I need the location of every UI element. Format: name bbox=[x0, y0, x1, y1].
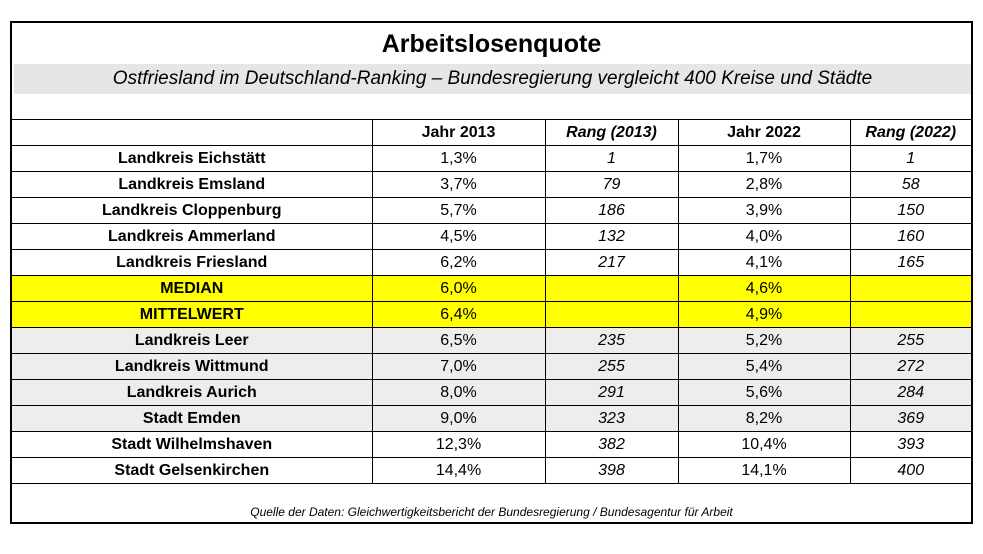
cell-rank-2013: 79 bbox=[544, 171, 679, 198]
cell-rank-2013: 217 bbox=[544, 249, 679, 276]
table-row: Landkreis Eichstätt 1,3% 1 1,7% 1 bbox=[12, 145, 971, 172]
header-rang-2022: Rang (2022) bbox=[849, 119, 971, 146]
data-table: Jahr 2013 Rang (2013) Jahr 2022 Rang (20… bbox=[12, 119, 971, 484]
table-row: Landkreis Emsland 3,7% 79 2,8% 58 bbox=[12, 171, 971, 198]
table-header-row: Jahr 2013 Rang (2013) Jahr 2022 Rang (20… bbox=[12, 119, 971, 146]
cell-quote-2013: 5,7% bbox=[371, 197, 546, 224]
cell-name: Landkreis Friesland bbox=[12, 249, 373, 276]
cell-quote-2013: 6,4% bbox=[371, 301, 546, 328]
cell-rank-2022 bbox=[849, 301, 971, 328]
table-row: Landkreis Cloppenburg 5,7% 186 3,9% 150 bbox=[12, 197, 971, 224]
table-row: MITTELWERT 6,4% 4,9% bbox=[12, 301, 971, 328]
cell-rank-2022 bbox=[849, 275, 971, 302]
header-jahr-2013: Jahr 2013 bbox=[371, 119, 546, 146]
cell-quote-2022: 4,1% bbox=[677, 249, 851, 276]
cell-quote-2013: 7,0% bbox=[371, 353, 546, 380]
page-title: Arbeitslosenquote bbox=[381, 30, 602, 58]
cell-rank-2013: 291 bbox=[544, 379, 679, 406]
header-name bbox=[12, 119, 373, 146]
cell-rank-2013: 323 bbox=[544, 405, 679, 432]
cell-quote-2013: 6,2% bbox=[371, 249, 546, 276]
cell-name: Landkreis Emsland bbox=[12, 171, 373, 198]
cell-quote-2022: 5,2% bbox=[677, 327, 851, 354]
cell-rank-2022: 165 bbox=[849, 249, 971, 276]
table-row: Stadt Emden 9,0% 323 8,2% 369 bbox=[12, 405, 971, 432]
table-row: MEDIAN 6,0% 4,6% bbox=[12, 275, 971, 302]
cell-name: Landkreis Aurich bbox=[12, 379, 373, 406]
table-row: Landkreis Ammerland 4,5% 132 4,0% 160 bbox=[12, 223, 971, 250]
cell-rank-2013: 235 bbox=[544, 327, 679, 354]
cell-quote-2022: 4,6% bbox=[677, 275, 851, 302]
table-row: Stadt Gelsenkirchen 14,4% 398 14,1% 400 bbox=[12, 457, 971, 484]
cell-quote-2013: 14,4% bbox=[371, 457, 546, 484]
cell-quote-2022: 4,0% bbox=[677, 223, 851, 250]
cell-name: Stadt Wilhelmshaven bbox=[12, 431, 373, 458]
cell-name: Stadt Emden bbox=[12, 405, 373, 432]
cell-quote-2022: 14,1% bbox=[677, 457, 851, 484]
cell-quote-2013: 6,0% bbox=[371, 275, 546, 302]
cell-rank-2022: 58 bbox=[849, 171, 971, 198]
cell-quote-2022: 2,8% bbox=[677, 171, 851, 198]
cell-quote-2022: 5,4% bbox=[677, 353, 851, 380]
cell-quote-2013: 3,7% bbox=[371, 171, 546, 198]
cell-quote-2022: 10,4% bbox=[677, 431, 851, 458]
cell-quote-2022: 5,6% bbox=[677, 379, 851, 406]
cell-name: Stadt Gelsenkirchen bbox=[12, 457, 373, 484]
cell-rank-2013 bbox=[544, 275, 679, 302]
page-subtitle: Ostfriesland im Deutschland-Ranking – Bu… bbox=[14, 64, 971, 94]
cell-rank-2013: 132 bbox=[544, 223, 679, 250]
cell-name: Landkreis Wittmund bbox=[12, 353, 373, 380]
cell-quote-2013: 9,0% bbox=[371, 405, 546, 432]
cell-quote-2013: 4,5% bbox=[371, 223, 546, 250]
cell-rank-2022: 393 bbox=[849, 431, 971, 458]
table-row: Landkreis Aurich 8,0% 291 5,6% 284 bbox=[12, 379, 971, 406]
cell-rank-2013: 1 bbox=[544, 145, 679, 172]
cell-quote-2013: 1,3% bbox=[371, 145, 546, 172]
cell-rank-2022: 369 bbox=[849, 405, 971, 432]
cell-rank-2022: 160 bbox=[849, 223, 971, 250]
header-jahr-2022: Jahr 2022 bbox=[677, 119, 851, 146]
table-row: Landkreis Leer 6,5% 235 5,2% 255 bbox=[12, 327, 971, 354]
cell-name: Landkreis Eichstätt bbox=[12, 145, 373, 172]
table-body: Landkreis Eichstätt 1,3% 1 1,7% 1 Landkreis E… bbox=[12, 145, 971, 484]
cell-rank-2022: 272 bbox=[849, 353, 971, 380]
cell-rank-2022: 150 bbox=[849, 197, 971, 224]
cell-name: Landkreis Cloppenburg bbox=[12, 197, 373, 224]
source-note: Quelle der Daten: Gleichwertigkeitsberic… bbox=[250, 505, 733, 519]
cell-rank-2022: 284 bbox=[849, 379, 971, 406]
cell-name: MEDIAN bbox=[12, 275, 373, 302]
cell-name: Landkreis Leer bbox=[12, 327, 373, 354]
table-row: Landkreis Friesland 6,2% 217 4,1% 165 bbox=[12, 249, 971, 276]
cell-quote-2013: 12,3% bbox=[371, 431, 546, 458]
table-row: Landkreis Wittmund 7,0% 255 5,4% 272 bbox=[12, 353, 971, 380]
cell-rank-2022: 1 bbox=[849, 145, 971, 172]
table-frame: Arbeitslosenquote Ostfriesland im Deutsc… bbox=[10, 21, 973, 524]
cell-quote-2022: 1,7% bbox=[677, 145, 851, 172]
cell-name: Landkreis Ammerland bbox=[12, 223, 373, 250]
cell-rank-2013: 398 bbox=[544, 457, 679, 484]
cell-quote-2013: 6,5% bbox=[371, 327, 546, 354]
cell-rank-2013 bbox=[544, 301, 679, 328]
cell-rank-2013: 255 bbox=[544, 353, 679, 380]
cell-rank-2022: 255 bbox=[849, 327, 971, 354]
table-row: Stadt Wilhelmshaven 12,3% 382 10,4% 393 bbox=[12, 431, 971, 458]
cell-rank-2013: 186 bbox=[544, 197, 679, 224]
cell-quote-2022: 3,9% bbox=[677, 197, 851, 224]
cell-quote-2022: 8,2% bbox=[677, 405, 851, 432]
cell-quote-2013: 8,0% bbox=[371, 379, 546, 406]
cell-quote-2022: 4,9% bbox=[677, 301, 851, 328]
header-rang-2013: Rang (2013) bbox=[544, 119, 679, 146]
cell-rank-2013: 382 bbox=[544, 431, 679, 458]
cell-rank-2022: 400 bbox=[849, 457, 971, 484]
cell-name: MITTELWERT bbox=[12, 301, 373, 328]
